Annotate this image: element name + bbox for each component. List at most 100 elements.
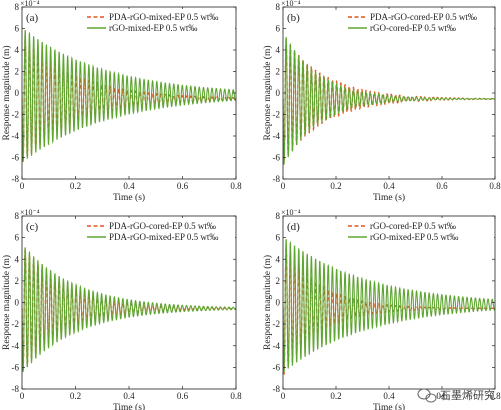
- y-tick-label: 4: [15, 45, 20, 55]
- series-line-2: [22, 29, 236, 163]
- x-tick-label: 0.2: [330, 391, 341, 401]
- y-tick-label: -6: [12, 362, 20, 372]
- x-tick-label: 0.8: [230, 391, 242, 401]
- y-tick-label: -2: [273, 110, 281, 120]
- x-tick-label: 0.6: [436, 391, 448, 401]
- x-tick-label: 0.8: [489, 181, 501, 191]
- watermark-text: 石墨烯研究: [440, 388, 495, 402]
- legend-box: [345, 218, 494, 244]
- y-tick-label: -8: [273, 384, 281, 394]
- y-tick-label: 6: [15, 24, 20, 34]
- series-line-2: [283, 36, 495, 165]
- x-axis-label: Time (s): [113, 192, 145, 203]
- y-tick-label: 0: [15, 88, 20, 98]
- y-exponent-label: ×10⁻⁴: [20, 0, 40, 8]
- x-tick-label: 0: [281, 391, 286, 401]
- y-tick-label: 8: [276, 2, 281, 12]
- panel-label: (d): [287, 221, 300, 233]
- legend-box: [84, 9, 235, 35]
- legend-box: [345, 9, 494, 35]
- x-tick-label: 0: [20, 391, 25, 401]
- y-axis-label: Response magnitude (m): [262, 255, 273, 350]
- x-tick-label: 0.2: [70, 391, 81, 401]
- x-tick-label: 0.4: [383, 181, 395, 191]
- y-tick-label: -2: [12, 319, 20, 329]
- y-tick-label: 8: [15, 2, 20, 12]
- legend: PDA-rGO-mixed-EP 0.5 wt‰rGO-mixed-EP 0.5…: [84, 9, 235, 35]
- legend-entry-1: PDA-rGO-mixed-EP 0.5 wt‰: [109, 12, 218, 22]
- series-line-2: [22, 247, 236, 373]
- y-tick-label: 6: [15, 233, 20, 243]
- y-exponent-label: ×10⁻⁴: [281, 208, 301, 217]
- y-tick-label: 4: [15, 254, 20, 264]
- y-tick-label: -6: [273, 153, 281, 163]
- legend: rGO-cored-EP 0.5 wt‰rGO-mixed-EP 0.5 wt‰: [345, 218, 494, 244]
- y-axis-label: Response magnitude (m): [1, 255, 12, 350]
- x-tick-label: 0.4: [123, 181, 135, 191]
- chart-panel-2: 0 0.2 0.4 0.6 0.8 -8 -6 -4 -2 0 2 4 6 8 ×10⁻⁴ Time (s) R…: [262, 0, 501, 203]
- y-tick-label: -4: [12, 131, 20, 141]
- x-tick-label: 0.2: [330, 181, 341, 191]
- wechat-icon: [417, 388, 437, 403]
- x-axis-label: Time (s): [373, 192, 405, 203]
- chart-panel-3: 0 0.2 0.4 0.6 0.8 -8 -6 -4 -2 0 2 4 6 8 ×10⁻⁴ Time (s) R…: [1, 208, 242, 410]
- legend: PDA-rGO-cored-EP 0.5 wt‰rGO-cored-EP 0.5…: [345, 9, 494, 35]
- y-axis-label: Response magnitude (m): [262, 46, 273, 141]
- y-tick-label: 0: [276, 298, 281, 308]
- y-tick-label: 2: [276, 67, 281, 77]
- y-exponent-label: ×10⁻⁴: [281, 0, 301, 8]
- watermark: 石墨烯研究: [417, 388, 495, 403]
- y-tick-label: -2: [12, 110, 20, 120]
- wechat-icon-bubble-2: [425, 393, 437, 403]
- y-axis-label: Response magnitude (m): [1, 46, 12, 141]
- y-tick-label: 8: [276, 211, 281, 221]
- x-tick-label: 0.6: [177, 391, 189, 401]
- y-tick-label: -6: [273, 362, 281, 372]
- y-tick-label: -8: [12, 174, 20, 184]
- chart-panel-4: 0 0.2 0.4 0.6 0.8 -8 -6 -4 -2 0 2 4 6 8 ×10⁻⁴ Time (s) R…: [262, 208, 501, 410]
- panel-label: (a): [26, 12, 39, 24]
- y-tick-label: 2: [15, 276, 20, 286]
- y-tick-label: 8: [15, 211, 20, 221]
- y-tick-label: 4: [276, 254, 281, 264]
- x-tick-label: 0: [281, 181, 286, 191]
- y-exponent-label: ×10⁻⁴: [20, 208, 40, 217]
- y-tick-label: -6: [12, 153, 20, 163]
- legend-entry-1: PDA-rGO-cored-EP 0.5 wt‰: [109, 221, 216, 231]
- x-tick-label: 0: [20, 181, 25, 191]
- legend-box: [84, 218, 235, 244]
- y-tick-label: -8: [12, 384, 20, 394]
- legend-entry-2: rGO-mixed-EP 0.5 wt‰: [109, 23, 197, 33]
- legend-entry-2: PDA-rGO-mixed-EP 0.5 wt‰: [109, 232, 218, 242]
- x-tick-label: 0.8: [489, 391, 501, 401]
- x-tick-label: 0.6: [177, 181, 189, 191]
- y-tick-label: -4: [12, 341, 20, 351]
- legend: PDA-rGO-cored-EP 0.5 wt‰PDA-rGO-mixed-EP…: [84, 218, 235, 244]
- y-tick-label: 2: [276, 276, 281, 286]
- x-tick-label: 0.4: [123, 391, 135, 401]
- y-tick-label: 0: [15, 298, 20, 308]
- panel-label: (b): [287, 12, 300, 24]
- series-line-2: [283, 239, 495, 372]
- y-tick-label: -2: [273, 319, 281, 329]
- y-tick-label: -4: [273, 341, 281, 351]
- x-tick-label: 0.8: [230, 181, 242, 191]
- legend-entry-2: rGO-cored-EP 0.5 wt‰: [370, 23, 456, 33]
- x-tick-label: 0.2: [70, 181, 81, 191]
- y-tick-label: -8: [273, 174, 281, 184]
- chart-panel-1: 0 0.2 0.4 0.6 0.8 -8 -6 -4 -2 0 2 4 6 8 ×10⁻⁴ Time (s) R…: [1, 0, 242, 203]
- legend-entry-2: rGO-mixed-EP 0.5 wt‰: [370, 232, 458, 242]
- y-tick-label: 6: [276, 233, 281, 243]
- x-axis-label: Time (s): [113, 402, 145, 410]
- x-tick-label: 0.6: [436, 181, 448, 191]
- y-tick-label: -4: [273, 131, 281, 141]
- x-tick-label: 0.4: [383, 391, 395, 401]
- x-axis-label: Time (s): [373, 402, 405, 410]
- y-tick-label: 6: [276, 24, 281, 34]
- y-tick-label: 0: [276, 88, 281, 98]
- legend-entry-1: PDA-rGO-cored-EP 0.5 wt‰: [370, 12, 477, 22]
- panel-label: (c): [26, 221, 39, 233]
- y-tick-label: 2: [15, 67, 20, 77]
